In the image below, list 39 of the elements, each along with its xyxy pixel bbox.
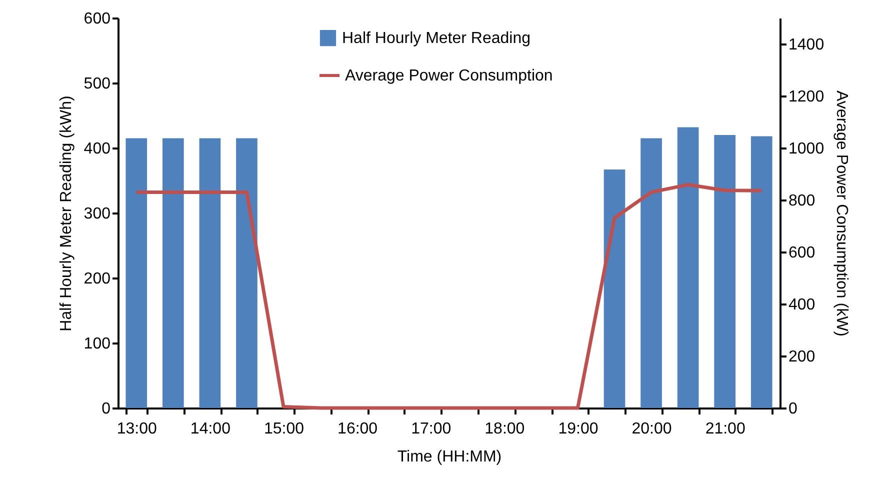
x-tick-label: 20:00 (632, 420, 672, 438)
x-tick-label: 16:00 (338, 420, 378, 438)
y-tick-label: 500 (84, 76, 111, 92)
y-tick-label: 0 (102, 400, 111, 418)
bar (640, 138, 662, 408)
bar (714, 135, 736, 408)
y2-tick-label: 1200 (788, 88, 824, 106)
y-axis-title: Half Hourly Meter Reading (kWh) (58, 96, 75, 332)
y2-tick-label: 1000 (788, 140, 824, 158)
y2-axis-title: Average Power Consumption (kW) (833, 90, 850, 337)
y2-tick-label: 200 (788, 348, 816, 366)
x-tick-label: 17:00 (411, 420, 452, 438)
bar (162, 138, 184, 408)
y2-tick-label: 400 (788, 296, 816, 314)
x-axis-title: Time (HH:MM) (397, 448, 502, 466)
legend-label: Average Power Consumption (345, 68, 553, 84)
y-tick-label: 600 (84, 10, 111, 28)
legend-label: Half Hourly Meter Reading (342, 30, 531, 47)
bar (199, 138, 221, 408)
x-tick-label: 21:00 (705, 420, 746, 438)
x-tick-label: 18:00 (484, 420, 525, 438)
bar (750, 136, 772, 408)
y-tick-label: 300 (84, 206, 111, 222)
y2-tick-label: 1400 (788, 36, 824, 54)
x-tick-label: 13:00 (116, 420, 158, 438)
bar (677, 127, 699, 408)
x-tick-label: 19:00 (558, 420, 598, 438)
x-tick-label: 15:00 (264, 420, 304, 438)
y2-tick-label: 800 (788, 192, 816, 210)
y2-tick-label: 600 (788, 244, 816, 262)
bar (126, 138, 148, 408)
x-tick-label: 14:00 (190, 420, 231, 438)
line-series (134, 182, 764, 410)
y2-tick-label: 0 (788, 400, 798, 418)
bar (604, 169, 626, 408)
bar (236, 138, 258, 408)
y-tick-label: 100 (84, 336, 111, 352)
y-tick-label: 400 (84, 140, 111, 158)
y-tick-label: 200 (84, 270, 111, 288)
